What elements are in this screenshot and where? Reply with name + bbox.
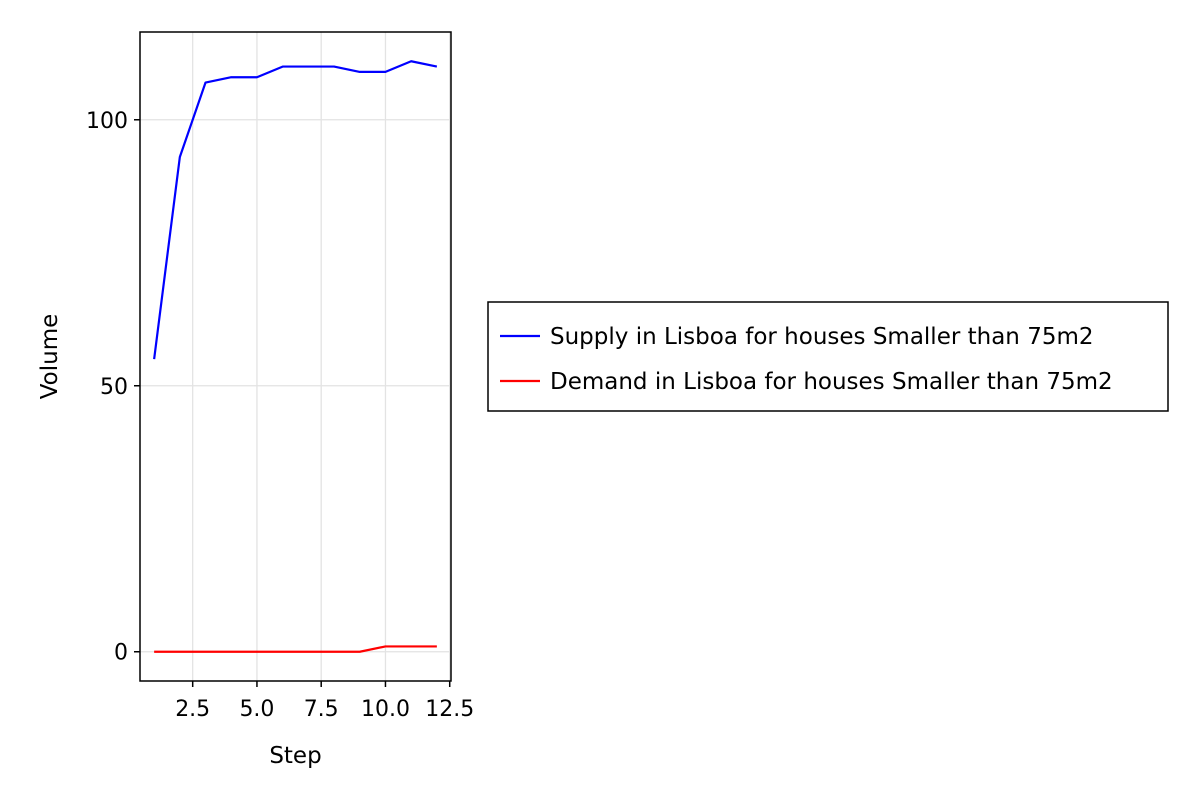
series-line-0 bbox=[153, 60, 438, 360]
y-tick-label: 0 bbox=[114, 641, 128, 666]
series-line-1 bbox=[154, 645, 437, 653]
y-tick-label: 50 bbox=[100, 375, 128, 400]
plot-frame bbox=[139, 31, 452, 682]
x-axis-label: Step bbox=[269, 743, 321, 769]
legend: Supply in Lisboa for houses Smaller than… bbox=[487, 301, 1169, 412]
legend-box bbox=[487, 301, 1169, 412]
x-tick-label: 2.5 bbox=[175, 697, 210, 722]
x-tick-label: 10.0 bbox=[361, 697, 410, 722]
y-axis: 0 50 100 bbox=[86, 109, 140, 666]
legend-label-0: Supply in Lisboa for houses Smaller than… bbox=[550, 324, 1094, 350]
grid-lines bbox=[140, 32, 451, 681]
y-axis-label: Volume bbox=[37, 314, 63, 400]
x-axis: 2.5 5.0 7.5 10.0 12.5 bbox=[175, 681, 474, 722]
y-tick-label: 100 bbox=[86, 109, 128, 134]
x-tick-label: 12.5 bbox=[425, 697, 474, 722]
x-tick-label: 5.0 bbox=[239, 697, 274, 722]
legend-label-1: Demand in Lisboa for houses Smaller than… bbox=[550, 369, 1113, 395]
series-lines bbox=[153, 60, 438, 653]
x-tick-label: 7.5 bbox=[304, 697, 339, 722]
